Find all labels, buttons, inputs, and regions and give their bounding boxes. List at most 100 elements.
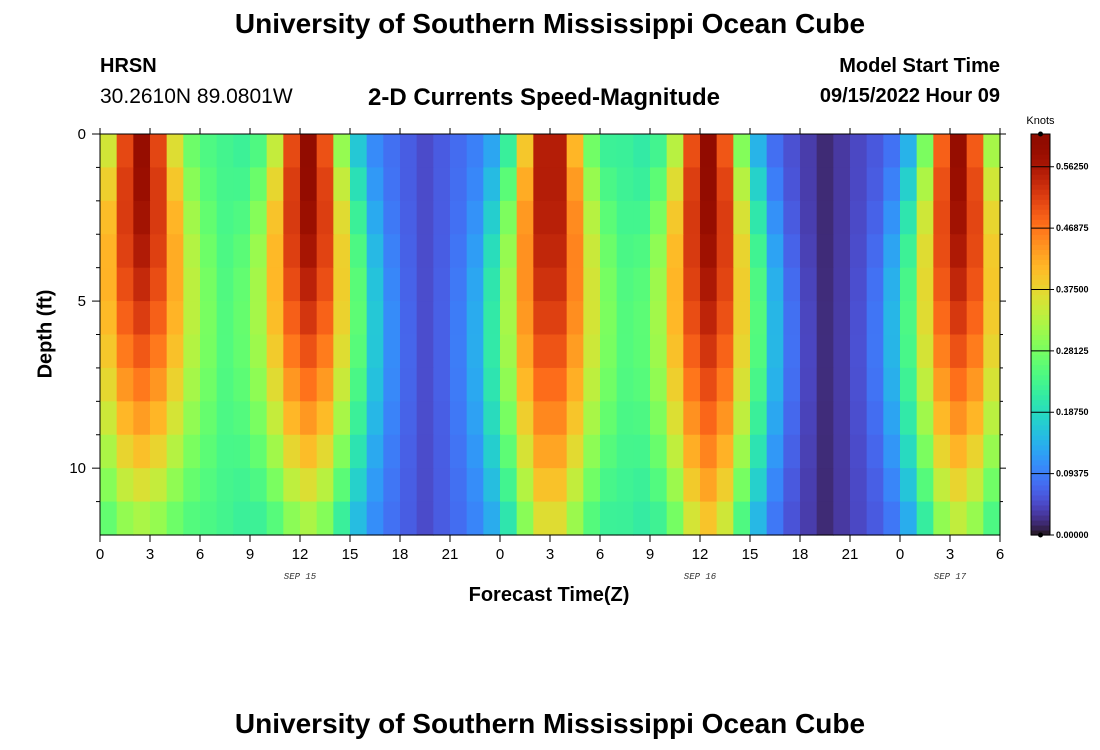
x-tick-label: 18: [792, 546, 809, 563]
heatmap-cell: [883, 468, 901, 503]
heatmap-cell: [166, 367, 184, 402]
heatmap-cell: [716, 134, 734, 169]
heatmap-cell: [433, 200, 451, 235]
colorbar-segment: [1031, 359, 1050, 366]
heatmap-cell: [733, 501, 751, 536]
heatmap-cell: [883, 434, 901, 469]
colorbar-top-marker: [1038, 131, 1043, 137]
heatmap-cell: [633, 301, 651, 336]
heatmap-cell: [216, 401, 234, 436]
heatmap-cell: [416, 267, 434, 302]
heatmap-cell: [366, 367, 384, 402]
colorbar-segment: [1031, 134, 1050, 140]
colorbar-segment: [1031, 279, 1050, 285]
colorbar-segment: [1031, 179, 1050, 185]
heatmap-cell: [416, 468, 434, 503]
heatmap-cell: [833, 468, 851, 503]
heatmap-cell: [333, 200, 351, 235]
heatmap-cell: [766, 468, 784, 503]
model-start-time: 09/15/2022 Hour 09: [819, 85, 1000, 107]
heatmap-cell: [466, 200, 484, 235]
heatmap-cell: [100, 134, 118, 169]
heatmap-cell: [316, 200, 334, 235]
heatmap-cell: [466, 468, 484, 503]
heatmap-cell: [866, 468, 884, 503]
heatmap-cell: [183, 401, 201, 436]
heatmap-cell: [750, 200, 768, 235]
heatmap-cell: [433, 468, 451, 503]
heatmap-cell: [566, 468, 584, 503]
heatmap-cell: [850, 167, 868, 202]
heatmap-cell: [400, 267, 418, 302]
heatmap-cell: [550, 401, 568, 436]
heatmap-cell: [366, 501, 384, 536]
heatmap-cell: [366, 167, 384, 202]
heatmap-cell: [750, 234, 768, 269]
heatmap-cell: [616, 234, 634, 269]
heatmap-cell: [666, 401, 684, 436]
heatmap-cell: [266, 401, 284, 436]
x-tick-label: 6: [196, 546, 204, 563]
heatmap-cell: [800, 200, 818, 235]
heatmap-cell: [300, 401, 318, 436]
heatmap-cell: [683, 401, 701, 436]
colorbar-segment: [1031, 414, 1050, 421]
heatmap-cell: [783, 200, 801, 235]
heatmap-cell: [866, 301, 884, 336]
heatmap-cell: [600, 501, 618, 536]
heatmap-cell: [550, 267, 568, 302]
colorbar-segment: [1031, 364, 1050, 371]
heatmap-cell: [150, 468, 168, 503]
colorbar-segment: [1031, 429, 1050, 436]
heatmap-cell: [700, 301, 718, 336]
heatmap-cell: [650, 200, 668, 235]
heatmap-cell: [433, 501, 451, 536]
heatmap-cell: [833, 234, 851, 269]
heatmap-cell: [583, 234, 601, 269]
heatmap-cell: [850, 301, 868, 336]
heatmap-cell: [133, 267, 151, 302]
x-tick-label: 3: [946, 546, 954, 563]
heatmap-cell: [150, 267, 168, 302]
heatmap-cell: [150, 501, 168, 536]
colorbar-segment: [1031, 514, 1050, 521]
heatmap-cell: [650, 367, 668, 402]
colorbar-tick-label: 0.46875: [1056, 223, 1089, 233]
heatmap-cell: [100, 501, 118, 536]
heatmap-cell: [266, 468, 284, 503]
heatmap-cell: [316, 501, 334, 536]
heatmap-cell: [416, 367, 434, 402]
heatmap-cell: [433, 334, 451, 369]
heatmap-cell: [433, 434, 451, 469]
colorbar-tick-label: 0.37500: [1056, 284, 1089, 294]
colorbar-segment: [1031, 144, 1050, 150]
heatmap-cell: [600, 200, 618, 235]
x-tick-label: 21: [842, 546, 859, 563]
heatmap-cell: [266, 267, 284, 302]
heatmap-cell: [683, 267, 701, 302]
heatmap-cell: [500, 234, 518, 269]
heatmap-cell: [966, 134, 984, 169]
heatmap-cell: [966, 334, 984, 369]
heatmap-cell: [883, 367, 901, 402]
heatmap-cell: [816, 234, 834, 269]
heatmap-cell: [300, 301, 318, 336]
heatmap-cell: [550, 367, 568, 402]
heatmap-cell: [550, 301, 568, 336]
heatmap-cell: [733, 301, 751, 336]
heatmap-cell: [916, 301, 934, 336]
heatmap-cell: [716, 434, 734, 469]
heatmap-cell: [633, 468, 651, 503]
heatmap-cell: [666, 200, 684, 235]
heatmap-cell: [350, 200, 368, 235]
y-tick-label: 5: [78, 293, 86, 310]
heatmap-cell: [716, 200, 734, 235]
heatmap-cell: [200, 167, 218, 202]
heatmap-cell: [250, 267, 268, 302]
colorbar-segment: [1031, 344, 1050, 351]
heatmap-cell: [750, 468, 768, 503]
heatmap-cell: [383, 401, 401, 436]
heatmap-cell: [933, 134, 951, 169]
heatmap-cell: [533, 234, 551, 269]
colorbar-segment: [1031, 444, 1050, 451]
